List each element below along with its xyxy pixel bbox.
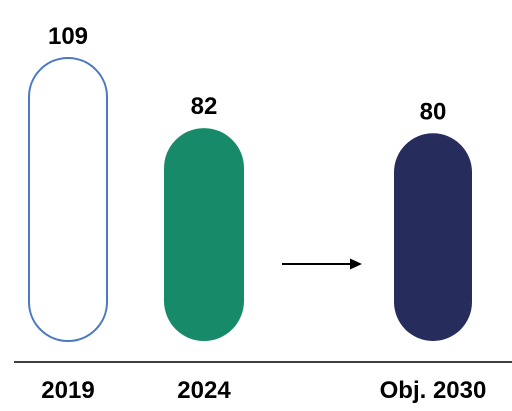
labels-layer: 109 2019 82 2024 80 Obj. 2030 [41, 23, 486, 404]
value-label-2024: 82 [191, 93, 218, 120]
bars-layer [28, 57, 472, 342]
category-label-2019: 2019 [41, 377, 94, 404]
value-label-obj-2030: 80 [420, 98, 447, 125]
bar-2024 [164, 128, 244, 341]
category-label-obj-2030: Obj. 2030 [380, 377, 487, 404]
category-label-2024: 2024 [177, 377, 231, 404]
progress-arrow-head [350, 258, 362, 270]
bar-2019 [28, 57, 108, 342]
value-label-2019: 109 [48, 23, 88, 50]
bar-obj-2030 [394, 133, 472, 341]
